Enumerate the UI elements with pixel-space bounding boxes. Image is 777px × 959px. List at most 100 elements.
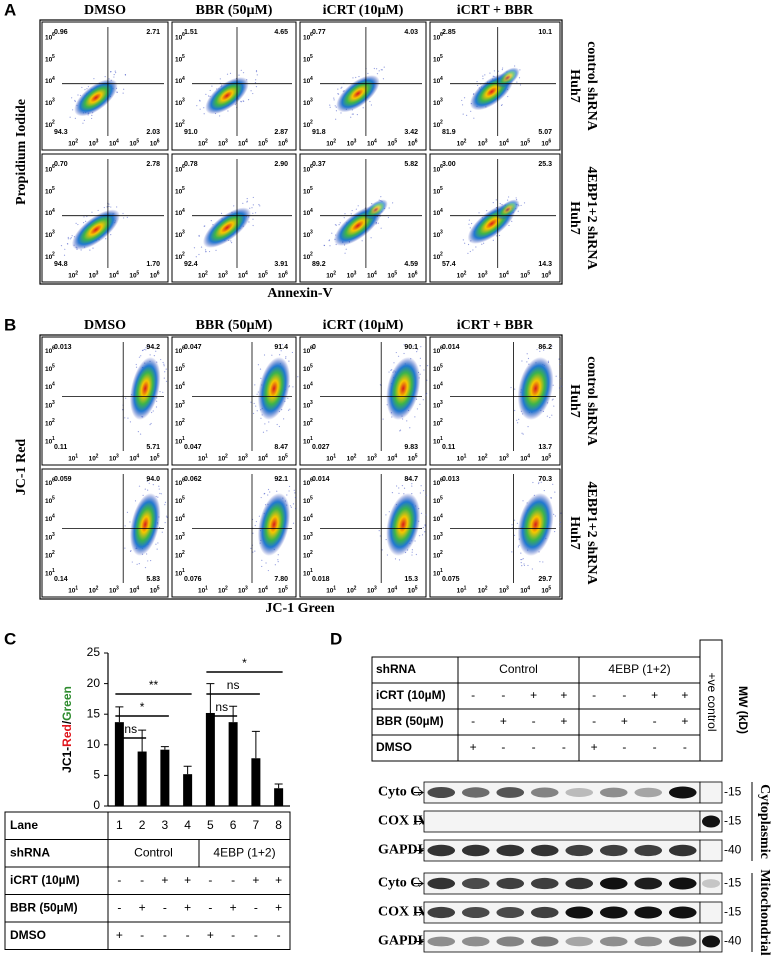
y-tick-exponent: 4 xyxy=(182,208,185,214)
x-tick-label: 10 xyxy=(520,273,528,280)
event-dot xyxy=(382,418,384,420)
quadrant-value: 3.91 xyxy=(274,261,288,268)
y-tick-label: 10 xyxy=(433,348,441,355)
event-dot xyxy=(483,242,485,244)
x-tick-exponent: 2 xyxy=(333,270,336,276)
event-dot xyxy=(83,119,85,121)
event-dot xyxy=(546,415,548,417)
x-tick-exponent: 2 xyxy=(205,138,208,144)
event-dot xyxy=(252,412,255,415)
blot-band xyxy=(496,907,525,918)
quadrant-value: 1.70 xyxy=(146,261,160,268)
event-dot xyxy=(420,346,422,348)
event-dot xyxy=(108,205,110,208)
event-dot xyxy=(203,113,205,115)
x-tick-label: 10 xyxy=(457,141,465,148)
event-dot xyxy=(156,548,158,550)
event-dot xyxy=(424,525,427,527)
row-label: Huh7 xyxy=(567,201,582,234)
sign-cell: - xyxy=(622,740,626,754)
event-dot xyxy=(543,349,545,351)
event-dot xyxy=(468,223,470,225)
event-dot xyxy=(292,522,295,524)
event-dot xyxy=(340,87,342,89)
density-cloud xyxy=(517,357,554,420)
blot-band xyxy=(634,877,663,890)
bar xyxy=(205,712,215,806)
lane-number: 3 xyxy=(162,818,169,832)
x-tick-label: 10 xyxy=(278,141,286,148)
quadrant-value: 0.11 xyxy=(442,444,455,451)
sign-cell: + xyxy=(651,688,658,702)
event-dot xyxy=(553,530,556,533)
event-dot xyxy=(551,399,553,401)
significance-label: ** xyxy=(149,678,159,692)
row-label: 4EBP1+2 shRNA xyxy=(584,166,599,270)
y-tick-label: 10 xyxy=(175,516,183,523)
x-tick-label: 10 xyxy=(258,456,266,463)
event-dot xyxy=(559,521,561,523)
event-dot xyxy=(60,245,63,247)
quadrant-value: 2.85 xyxy=(442,29,456,36)
event-dot xyxy=(162,361,164,364)
y-tick-exponent: 5 xyxy=(310,186,313,192)
x-tick-label: 10 xyxy=(326,141,334,148)
group-label: 4EBP (1+2) xyxy=(608,662,670,676)
row-label: Huh7 xyxy=(567,384,582,417)
event-dot xyxy=(105,238,107,240)
event-dot xyxy=(357,205,359,207)
y-tick-exponent: 2 xyxy=(182,119,185,125)
event-dot xyxy=(518,77,521,79)
event-dot xyxy=(277,477,279,480)
x-tick-label: 10 xyxy=(278,456,286,463)
x-tick-exponent: 4 xyxy=(265,453,268,459)
event-dot xyxy=(345,248,347,250)
event-dot xyxy=(67,243,69,245)
x-tick-exponent: 1 xyxy=(75,453,78,459)
x-tick-exponent: 6 xyxy=(157,270,160,276)
x-tick-label: 10 xyxy=(541,588,549,595)
event-dot xyxy=(482,75,484,77)
y-tick-exponent: 2 xyxy=(310,119,313,125)
event-dot xyxy=(495,199,497,201)
event-dot xyxy=(370,237,372,239)
quadrant-value: 14.3 xyxy=(538,261,552,268)
x-tick-exponent: 3 xyxy=(116,453,119,459)
sign-cell: - xyxy=(501,740,505,754)
y-tick-exponent: 2 xyxy=(52,119,55,125)
sign-cell: - xyxy=(140,873,144,887)
event-dot xyxy=(391,492,394,494)
event-dot xyxy=(209,89,211,92)
quadrant-value: 0.062 xyxy=(184,476,202,483)
y-tick-exponent: 3 xyxy=(52,230,55,236)
event-dot xyxy=(398,492,400,494)
x-tick-label: 10 xyxy=(347,273,355,280)
event-dot xyxy=(398,559,401,561)
mw-marker: -40 xyxy=(724,843,742,857)
event-dot xyxy=(493,70,496,72)
x-tick-label: 10 xyxy=(541,141,549,148)
event-dot xyxy=(388,207,390,209)
event-dot xyxy=(552,398,554,400)
sign-cell: - xyxy=(532,714,536,728)
event-dot xyxy=(252,218,254,220)
bar xyxy=(183,774,193,806)
sign-cell: - xyxy=(592,688,596,702)
y-tick-label: 10 xyxy=(433,420,441,427)
x-tick-label: 10 xyxy=(198,588,206,595)
y-tick-label: 10 xyxy=(175,366,183,373)
event-dot xyxy=(463,97,466,99)
event-dot xyxy=(514,388,516,390)
event-dot xyxy=(551,345,553,347)
event-dot xyxy=(203,107,205,109)
event-dot xyxy=(240,69,242,71)
event-dot xyxy=(242,100,244,102)
sign-cell: - xyxy=(117,873,121,887)
significance-label: ns xyxy=(215,700,228,714)
quadrant-value: 0.11 xyxy=(54,444,67,451)
event-dot xyxy=(64,248,66,250)
x-tick-label: 10 xyxy=(218,456,226,463)
table-row-label: Lane xyxy=(10,818,38,832)
quadrant-value: 57.4 xyxy=(442,261,456,268)
event-dot xyxy=(164,501,167,504)
